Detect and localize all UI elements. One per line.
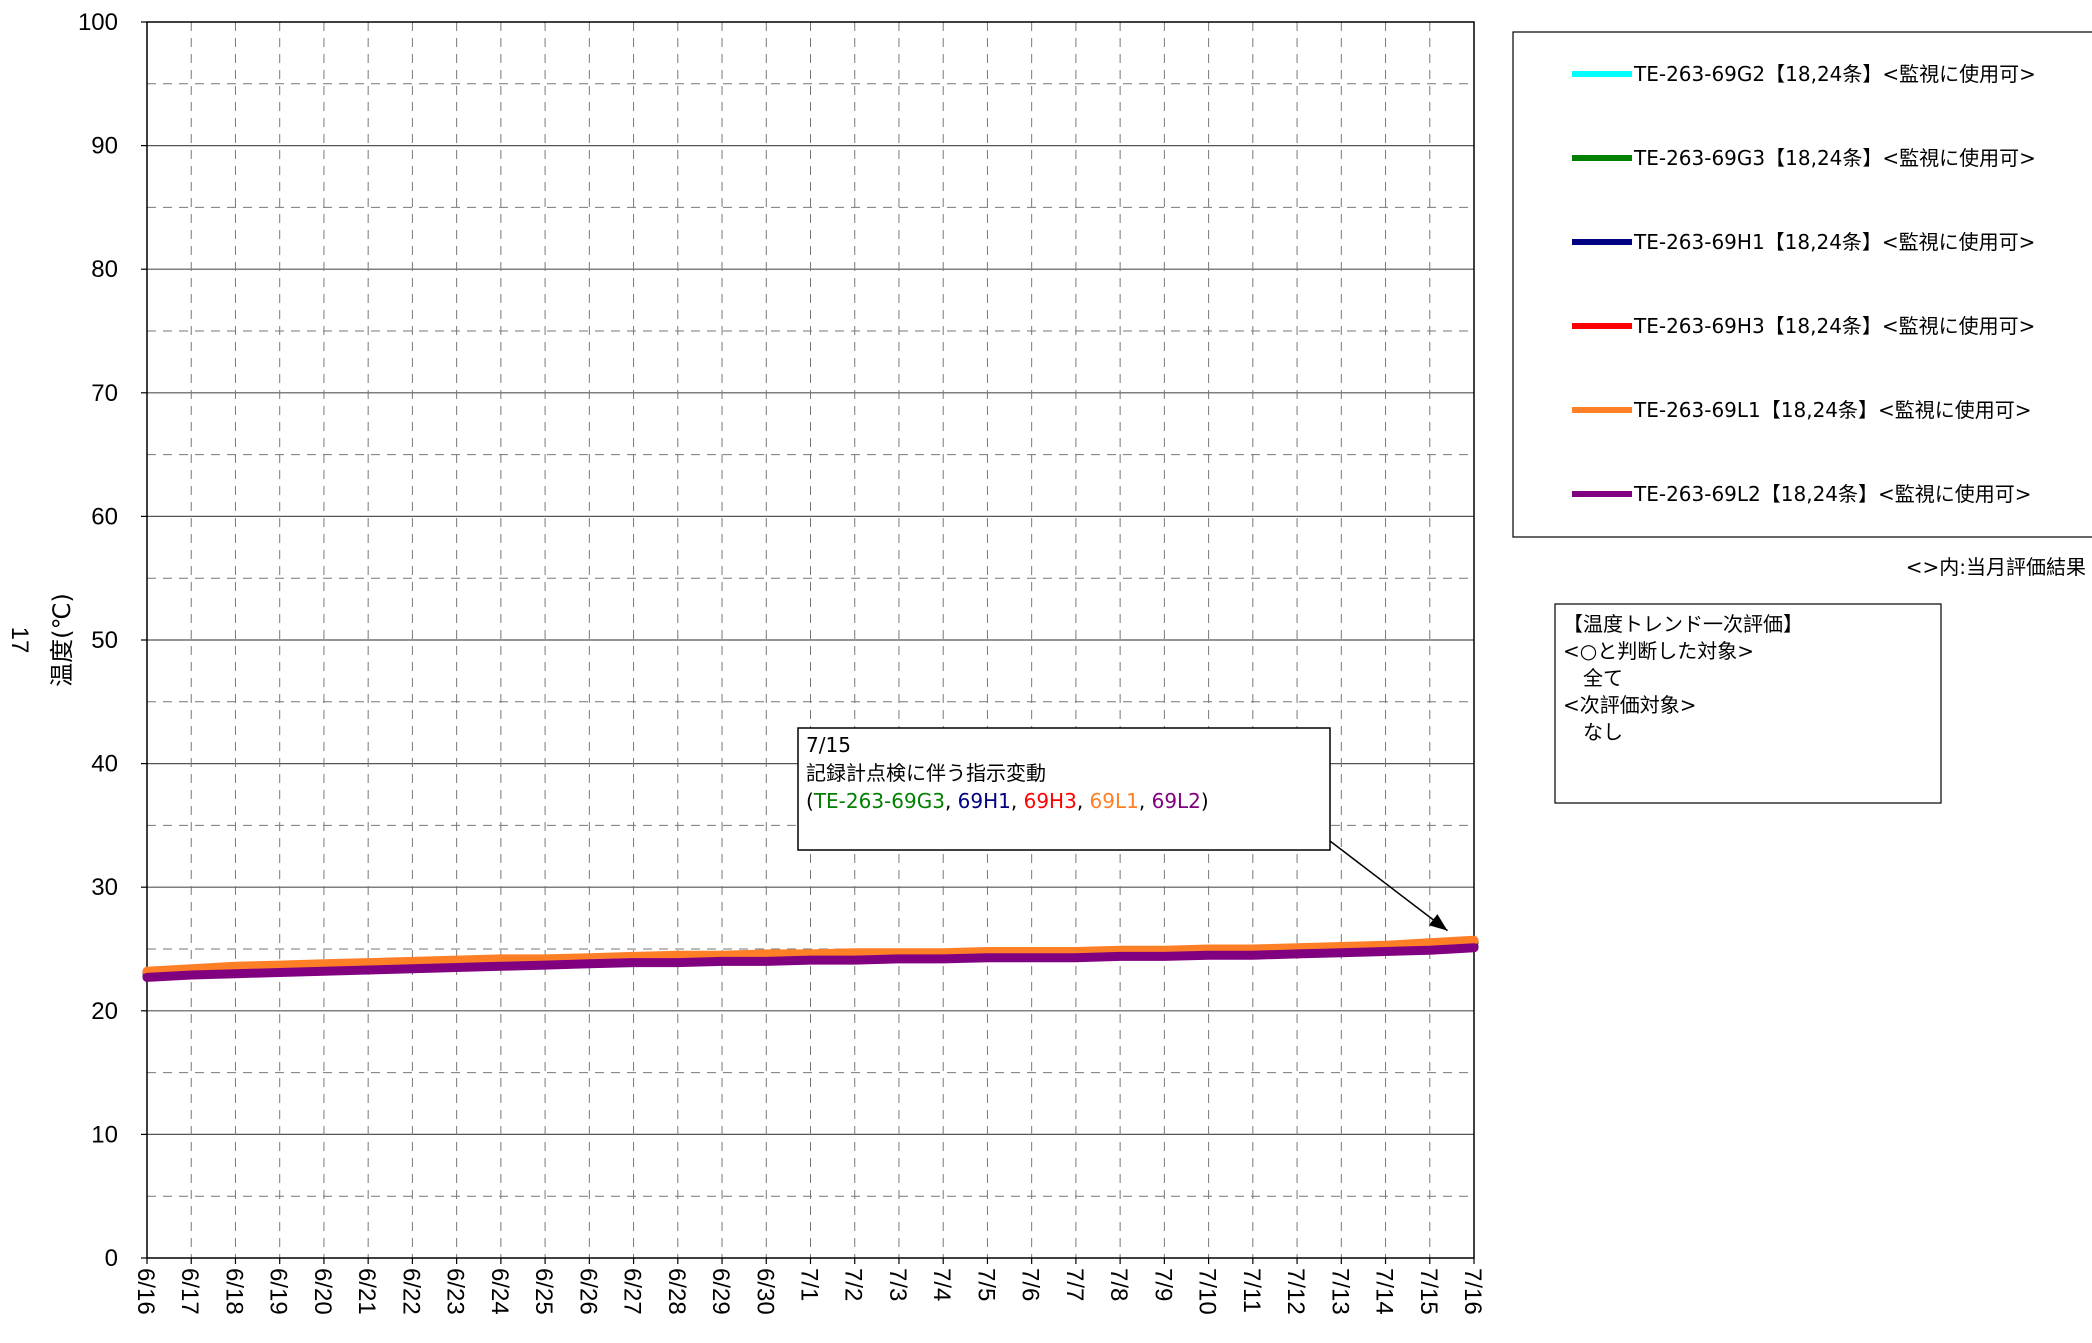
x-tick-label: 6/18 bbox=[220, 1268, 247, 1315]
y-tick-label: 60 bbox=[91, 503, 118, 530]
y-axis-label: 温度(℃) bbox=[48, 593, 76, 687]
x-tick-label: 7/11 bbox=[1238, 1268, 1265, 1313]
x-tick-label: 7/16 bbox=[1459, 1268, 1486, 1315]
annotation-item: TE-263-69G3 bbox=[813, 789, 945, 813]
annotation-arrow bbox=[1329, 840, 1448, 932]
x-axis-ticks: 6/16 6/17 6/18 6/19 6/20 6/21 6/22 6/23 6/24 6/25… bbox=[132, 1258, 1486, 1315]
evaluation-line: なし bbox=[1563, 720, 1623, 744]
legend-label-4: TE-263-69H3【18,24条】<監視に使用可> bbox=[1633, 314, 2035, 338]
annotation-items: (TE-263-69G3, 69H1, 69H3, 69L1, 69L2) bbox=[806, 789, 1209, 813]
x-tick-label: 6/23 bbox=[442, 1268, 469, 1315]
y-tick-label: 70 bbox=[91, 380, 118, 407]
annotation-item: 69L2 bbox=[1152, 789, 1201, 813]
annotation-item: 69H3 bbox=[1024, 789, 1077, 813]
series-line-5 bbox=[142, 935, 1479, 976]
grid bbox=[147, 22, 1474, 1258]
legend-label-1: TE-263-69G2【18,24条】<監視に使用可> bbox=[1633, 62, 2036, 86]
x-tick-label: 6/21 bbox=[353, 1268, 380, 1315]
x-tick-label: 6/26 bbox=[574, 1268, 601, 1315]
x-tick-label: 7/5 bbox=[972, 1268, 999, 1301]
annotation-box bbox=[797, 727, 1331, 851]
legend-box bbox=[1512, 31, 2092, 538]
y-tick-label: 0 bbox=[105, 1245, 118, 1272]
y-tick-label: 10 bbox=[91, 1121, 118, 1148]
annotation-item: 69H1 bbox=[958, 789, 1011, 813]
annotation-separator: , bbox=[1139, 789, 1152, 813]
x-tick-label: 7/14 bbox=[1371, 1268, 1398, 1315]
page-number: 17 bbox=[6, 627, 33, 654]
annotation-item: 69L1 bbox=[1090, 789, 1139, 813]
x-tick-label: 6/30 bbox=[751, 1268, 778, 1315]
y-tick-label: 40 bbox=[91, 751, 118, 778]
x-tick-label: 6/19 bbox=[265, 1268, 292, 1315]
legend: TE-263-69G2【18,24条】<監視に使用可> TE-263-69G3【1… bbox=[1512, 31, 2092, 538]
x-tick-label: 7/13 bbox=[1326, 1268, 1353, 1315]
legend-label-3: TE-263-69H1【18,24条】<監視に使用可> bbox=[1633, 230, 2035, 254]
y-tick-label: 50 bbox=[91, 627, 118, 654]
x-tick-label: 6/17 bbox=[176, 1268, 203, 1315]
annotation-callout: 7/15 記録計点検に伴う指示変動 (TE-263-69G3, 69H1, 69… bbox=[797, 727, 1448, 932]
y-axis-ticks: 0 10 20 30 40 50 60 70 80 90 100 bbox=[78, 9, 147, 1272]
x-tick-label: 7/8 bbox=[1105, 1268, 1132, 1301]
legend-label-5: TE-263-69L1【18,24条】<監視に使用可> bbox=[1633, 398, 2032, 422]
x-tick-label: 7/12 bbox=[1282, 1268, 1309, 1315]
annotation-paren: ) bbox=[1201, 789, 1209, 813]
x-tick-label: 6/16 bbox=[132, 1268, 159, 1315]
x-tick-label: 6/27 bbox=[619, 1268, 646, 1315]
legend-label-2: TE-263-69G3【18,24条】<監視に使用可> bbox=[1633, 146, 2036, 170]
annotation-separator: , bbox=[1011, 789, 1024, 813]
annotation-separator: , bbox=[945, 789, 958, 813]
x-tick-label: 7/2 bbox=[840, 1268, 867, 1301]
x-tick-label: 6/25 bbox=[530, 1268, 557, 1315]
x-tick-label: 7/10 bbox=[1194, 1268, 1221, 1315]
evaluation-line: <○と判断した対象> bbox=[1563, 639, 1754, 663]
evaluation-box: 【温度トレンド一次評価】 <○と判断した対象> 全て <次評価対象> なし bbox=[1554, 603, 1942, 804]
annotation-arrowhead bbox=[1428, 914, 1448, 931]
x-tick-label: 6/28 bbox=[663, 1268, 690, 1315]
annotation-paren: ( bbox=[806, 789, 814, 813]
y-tick-label: 20 bbox=[91, 998, 118, 1025]
x-tick-label: 7/1 bbox=[796, 1268, 823, 1301]
y-tick-label: 30 bbox=[91, 874, 118, 901]
x-tick-label: 7/6 bbox=[1017, 1268, 1044, 1301]
series-line-6 bbox=[142, 943, 1479, 982]
x-tick-label: 7/3 bbox=[884, 1268, 911, 1301]
x-tick-label: 6/20 bbox=[309, 1268, 336, 1315]
x-tick-label: 7/9 bbox=[1149, 1268, 1176, 1301]
x-tick-label: 6/22 bbox=[397, 1268, 424, 1315]
y-tick-label: 90 bbox=[91, 133, 118, 160]
y-tick-label: 100 bbox=[78, 9, 118, 36]
evaluation-line: 全て bbox=[1563, 666, 1623, 690]
x-tick-label: 6/24 bbox=[486, 1268, 513, 1315]
annotation-date: 7/15 bbox=[806, 733, 851, 757]
annotation-text: 記録計点検に伴う指示変動 bbox=[806, 761, 1046, 785]
x-tick-label: 7/15 bbox=[1415, 1268, 1442, 1315]
evaluation-line: 【温度トレンド一次評価】 bbox=[1563, 612, 1803, 636]
x-tick-label: 7/4 bbox=[928, 1268, 955, 1301]
annotation-separator: , bbox=[1077, 789, 1090, 813]
x-tick-label: 7/7 bbox=[1061, 1268, 1088, 1301]
evaluation-box-frame bbox=[1554, 603, 1942, 804]
x-tick-label: 6/29 bbox=[707, 1268, 734, 1315]
legend-label-6: TE-263-69L2【18,24条】<監視に使用可> bbox=[1633, 482, 2032, 506]
evaluation-line: <次評価対象> bbox=[1563, 693, 1697, 717]
legend-note: <>内:当月評価結果 bbox=[1906, 555, 2086, 579]
y-tick-label: 80 bbox=[91, 256, 118, 283]
series-lines bbox=[142, 935, 1479, 982]
